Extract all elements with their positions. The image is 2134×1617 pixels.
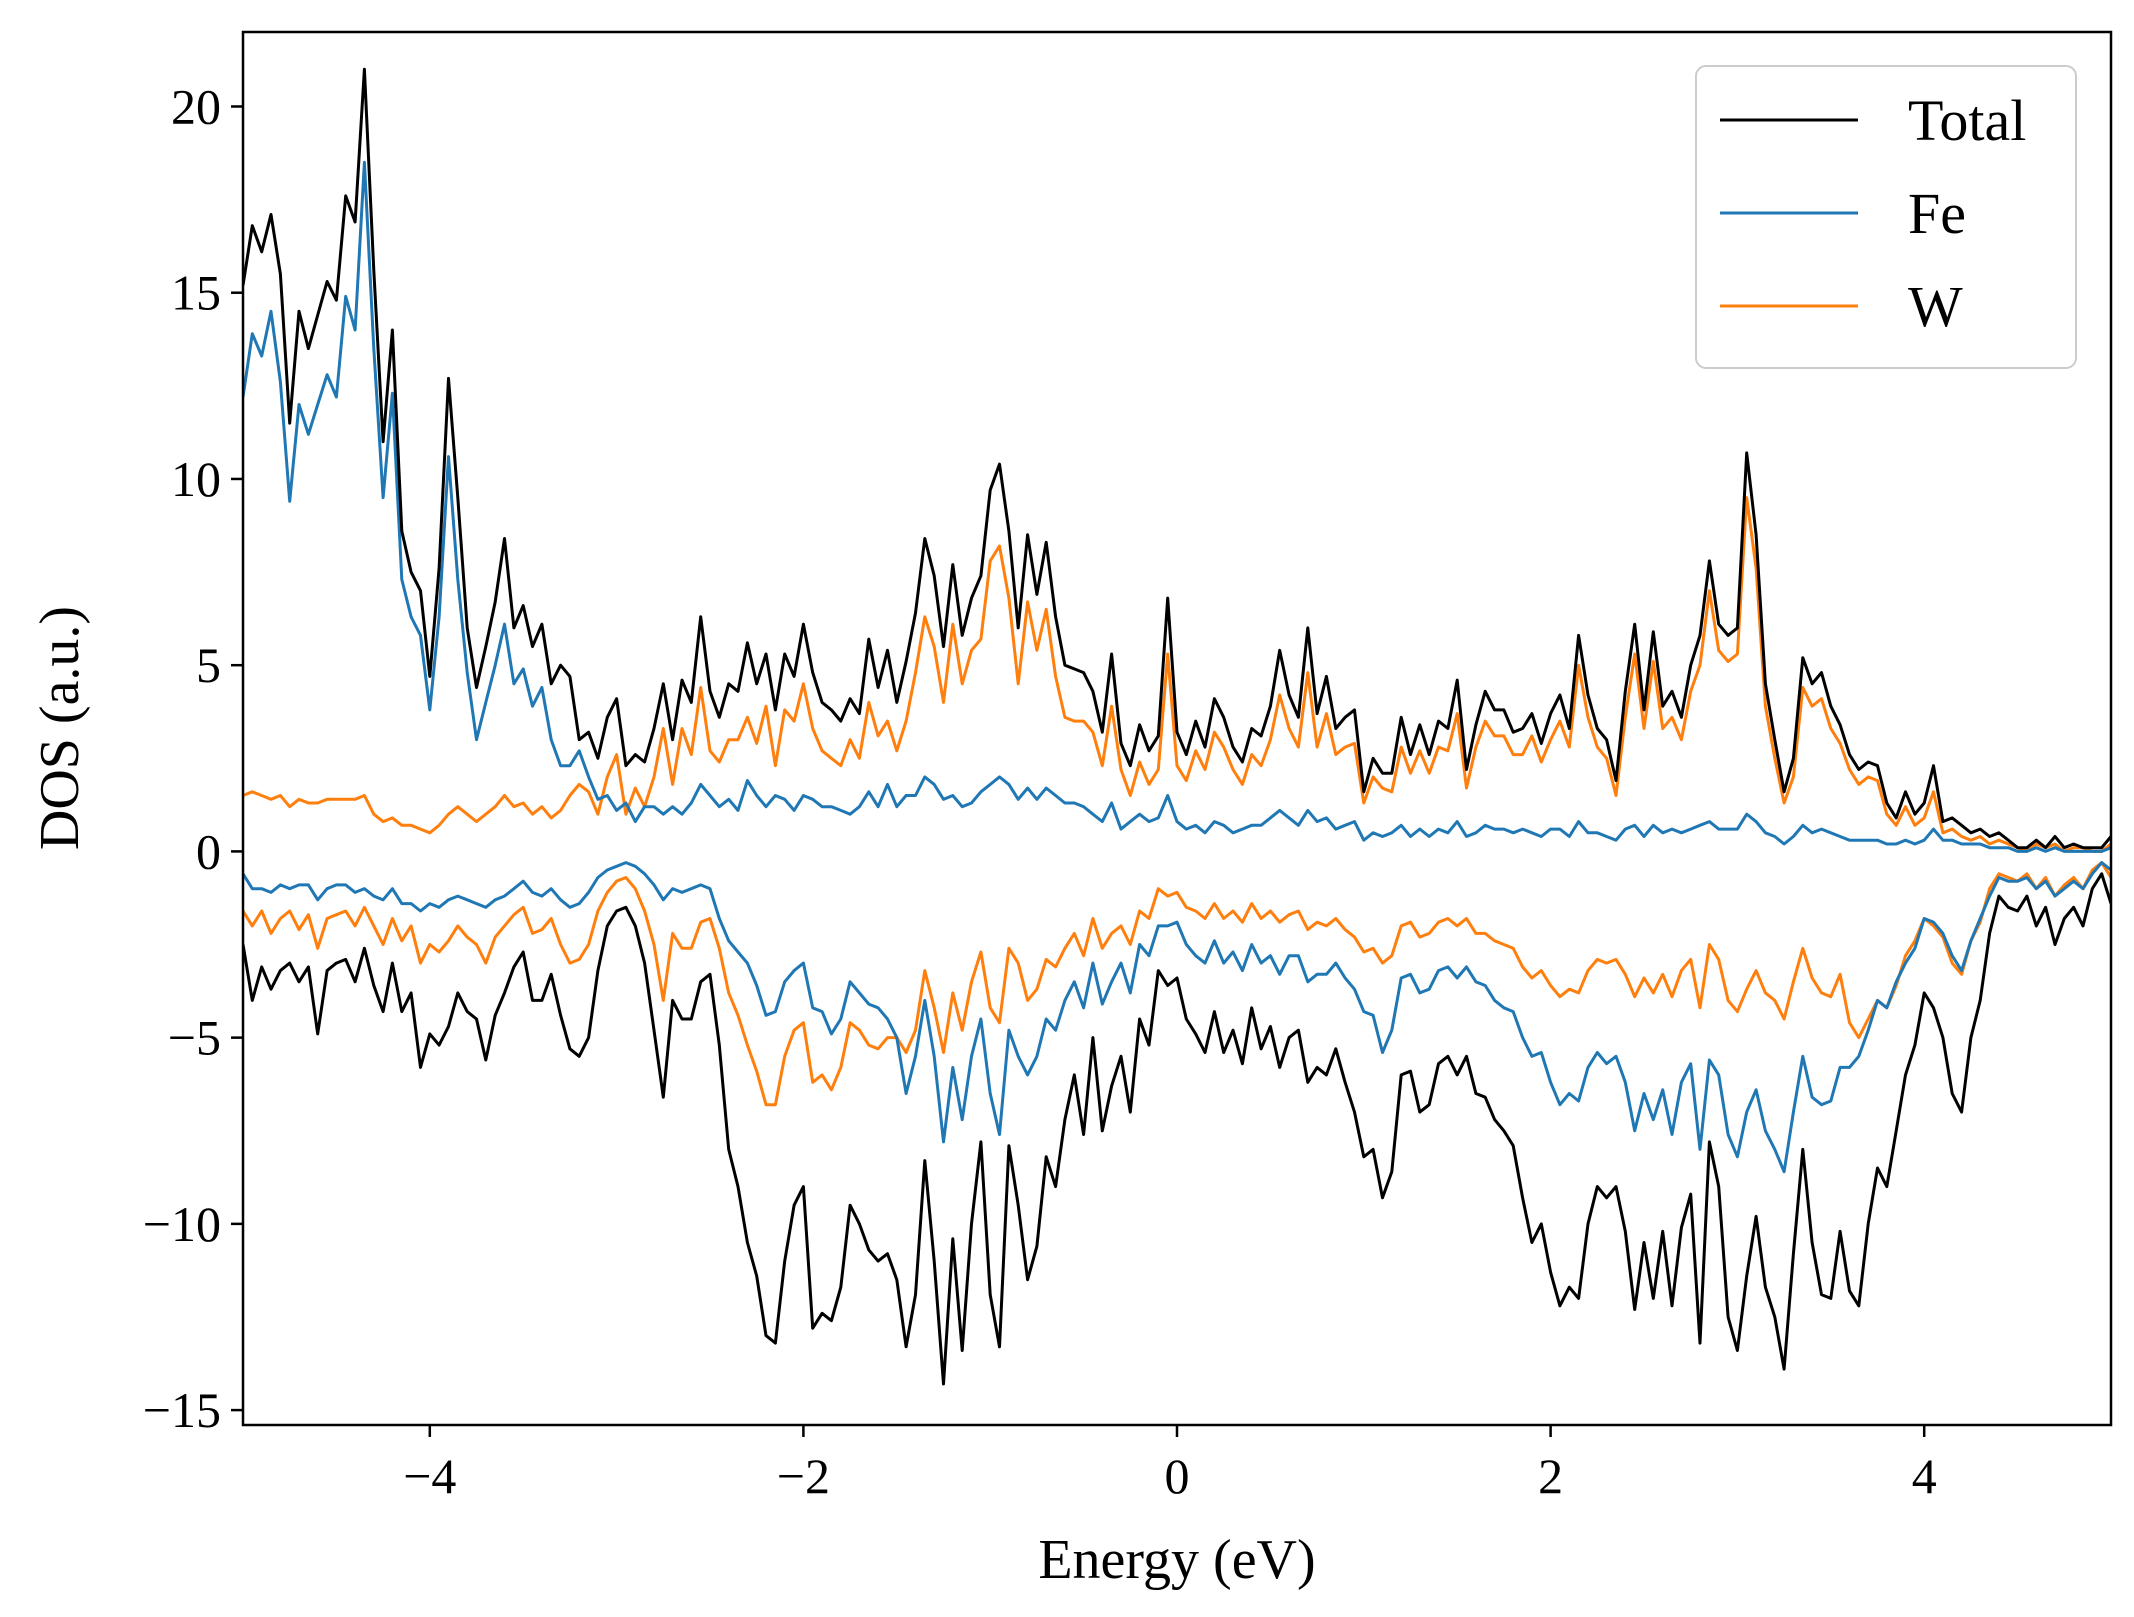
legend-label-total: Total bbox=[1908, 88, 2026, 153]
y-tick-label: 10 bbox=[171, 451, 221, 507]
y-tick-label: −10 bbox=[143, 1196, 221, 1252]
y-tick-label: 5 bbox=[196, 637, 221, 693]
x-tick-label: −4 bbox=[403, 1448, 456, 1504]
x-axis-ticks: −4 −2 0 2 4 bbox=[403, 1425, 1937, 1504]
legend: Total Fe W bbox=[1695, 65, 2077, 369]
y-tick-label: −15 bbox=[143, 1382, 221, 1438]
series-line-w-spin-up bbox=[243, 496, 2111, 853]
x-tick-label: 4 bbox=[1912, 1448, 1937, 1504]
legend-label-w: W bbox=[1908, 274, 1963, 339]
y-axis-label: DOS (a.u.) bbox=[29, 606, 91, 850]
legend-box bbox=[1695, 65, 2077, 369]
x-tick-label: 2 bbox=[1538, 1448, 1563, 1504]
series-line-fe-spin-down bbox=[243, 861, 2111, 1174]
series-layer bbox=[243, 67, 2111, 1386]
series-line-total-spin-down bbox=[243, 872, 2111, 1386]
legend-label-fe: Fe bbox=[1908, 181, 1966, 246]
x-tick-label: −2 bbox=[777, 1448, 830, 1504]
y-tick-label: 0 bbox=[196, 823, 221, 879]
y-tick-label: 15 bbox=[171, 265, 221, 321]
y-tick-label: 20 bbox=[171, 78, 221, 134]
series-line-total-spin-up bbox=[243, 67, 2111, 850]
series-line-fe-spin-up bbox=[243, 160, 2111, 853]
y-tick-label: −5 bbox=[168, 1010, 221, 1066]
x-axis-label: Energy (eV) bbox=[1038, 1529, 1315, 1591]
series-line-w-spin-down bbox=[243, 861, 2111, 1107]
y-axis-ticks: −15 −10 −5 0 5 10 15 20 bbox=[143, 78, 243, 1438]
x-tick-label: 0 bbox=[1165, 1448, 1190, 1504]
